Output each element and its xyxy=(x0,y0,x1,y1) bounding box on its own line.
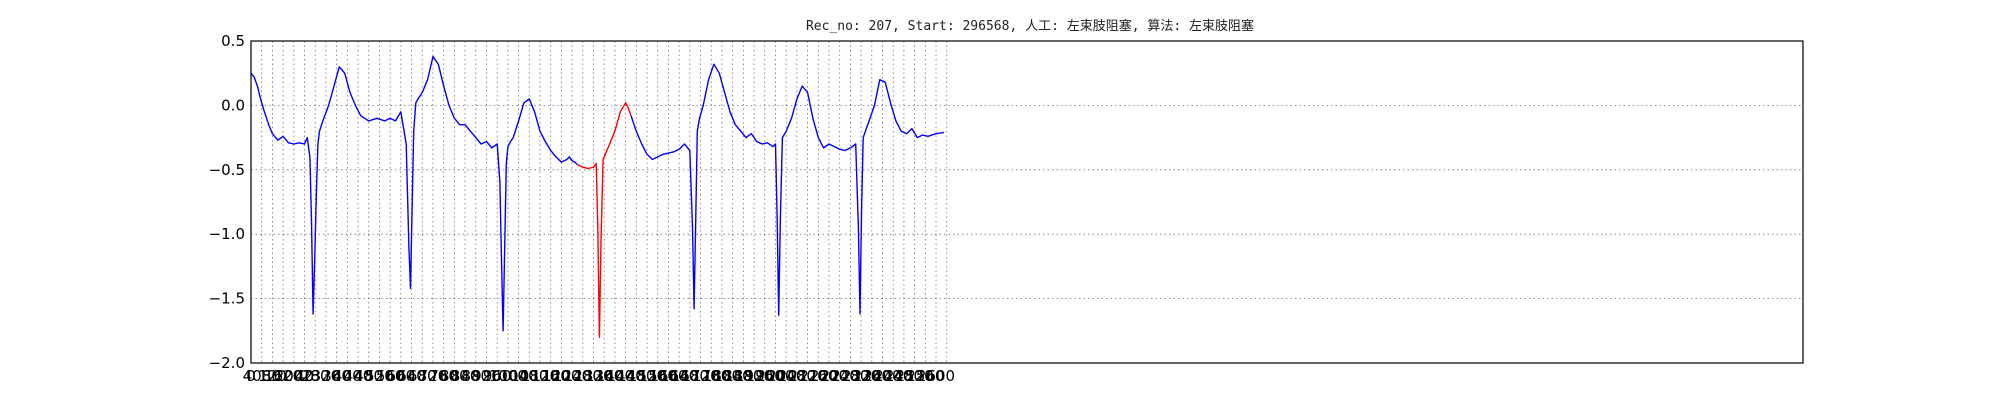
x-tick-label: 680 xyxy=(408,367,437,385)
series-layer xyxy=(250,55,945,338)
x-tick-label: 2360 xyxy=(853,367,891,385)
x-tick-label: 1480 xyxy=(617,367,655,385)
x-tick-label: 320 xyxy=(312,367,341,385)
x-tick-label: 2600 xyxy=(917,367,955,385)
x-tick-label: 1120 xyxy=(521,367,559,385)
tick-layer: 0408012016202002402803203604004404805205… xyxy=(209,32,956,385)
x-tick-label: 600 xyxy=(387,367,416,385)
x-tick-label: 2120 xyxy=(788,367,826,385)
ecg-trace-segment xyxy=(250,55,578,332)
x-tick-label: 280 xyxy=(301,367,330,385)
y-tick-label: −1.0 xyxy=(209,225,245,243)
x-tick-label: 920 xyxy=(472,367,501,385)
x-tick-label: 1840 xyxy=(714,367,752,385)
x-tick-label: 2280 xyxy=(831,367,869,385)
y-tick-label: −2.0 xyxy=(209,354,245,372)
x-tick-label: 960 xyxy=(483,367,512,385)
x-tick-label: 440 xyxy=(344,367,373,385)
x-tick-label: 1560 xyxy=(639,367,677,385)
x-tick-label: 120 xyxy=(258,367,287,385)
ecg-highlight-segment xyxy=(577,102,632,338)
x-tick-label: 40 xyxy=(295,367,314,385)
ecg-trace-segment xyxy=(630,63,945,316)
x-tick-label: 1620 xyxy=(264,367,302,385)
x-tick-label: 1520 xyxy=(628,367,666,385)
y-tick-label: 0.5 xyxy=(221,32,245,50)
x-tick-label: 1280 xyxy=(564,367,602,385)
x-tick-label: 1960 xyxy=(746,367,784,385)
y-tick-label: −1.5 xyxy=(209,290,245,308)
x-tick-label: 1360 xyxy=(585,367,623,385)
x-tick-label: 2560 xyxy=(906,367,944,385)
axes-frame xyxy=(250,40,1804,364)
x-tick-label: 640 xyxy=(397,367,426,385)
x-tick-label: 1160 xyxy=(532,367,570,385)
x-tick-label: 2480 xyxy=(885,367,923,385)
x-tick-label: 0 xyxy=(246,367,256,385)
x-tick-label: 2002 xyxy=(275,367,313,385)
x-tick-label: 1640 xyxy=(660,367,698,385)
x-tick-label: 1000 xyxy=(489,367,527,385)
y-tick-label: 0.0 xyxy=(221,96,245,114)
x-tick-label: 1440 xyxy=(607,367,645,385)
x-tick-label: 520 xyxy=(365,367,394,385)
x-tick-label: 400 xyxy=(333,367,362,385)
x-tick-label: 360 xyxy=(322,367,351,385)
x-tick-label: 2160 xyxy=(799,367,837,385)
x-tick-label: 800 xyxy=(440,367,469,385)
x-tick-label: 2200 xyxy=(810,367,848,385)
y-tick-label: −0.5 xyxy=(209,161,245,179)
x-tick-label: 2440 xyxy=(874,367,912,385)
x-tick-label: 2520 xyxy=(896,367,934,385)
x-tick-label: 760 xyxy=(429,367,458,385)
x-tick-label: 1240 xyxy=(553,367,591,385)
x-tick-label: 840 xyxy=(451,367,480,385)
x-tick-label: 1760 xyxy=(692,367,730,385)
x-tick-label: 720 xyxy=(419,367,448,385)
x-tick-label: 1040 xyxy=(499,367,537,385)
x-tick-label: 2400 xyxy=(863,367,901,385)
x-tick-label: 880 xyxy=(461,367,490,385)
x-tick-label: 2000 xyxy=(756,367,794,385)
x-tick-label: 1200 xyxy=(542,367,580,385)
chart-title: Rec_no: 207, Start: 296568, 人工: 左束肢阻塞, 算… xyxy=(806,18,1254,34)
x-tick-label: 2320 xyxy=(842,367,880,385)
x-tick-label: 2040 xyxy=(767,367,805,385)
x-tick-label: 1400 xyxy=(596,367,634,385)
x-tick-label: 560 xyxy=(376,367,405,385)
x-tick-label: 1680 xyxy=(671,367,709,385)
x-tick-label: 2080 xyxy=(778,367,816,385)
x-tick-label: 480 xyxy=(354,367,383,385)
x-tick-label: 1080 xyxy=(510,367,548,385)
x-tick-label: 1320 xyxy=(574,367,612,385)
x-tick-label: 4080 xyxy=(243,367,281,385)
x-tick-label: 2240 xyxy=(821,367,859,385)
grid-layer xyxy=(250,40,1803,364)
x-tick-label: 1720 xyxy=(681,367,719,385)
x-tick-label: 1920 xyxy=(735,367,773,385)
x-tick-label: 1600 xyxy=(649,367,687,385)
x-tick-label: 1880 xyxy=(724,367,762,385)
x-tick-label: 1800 xyxy=(703,367,741,385)
